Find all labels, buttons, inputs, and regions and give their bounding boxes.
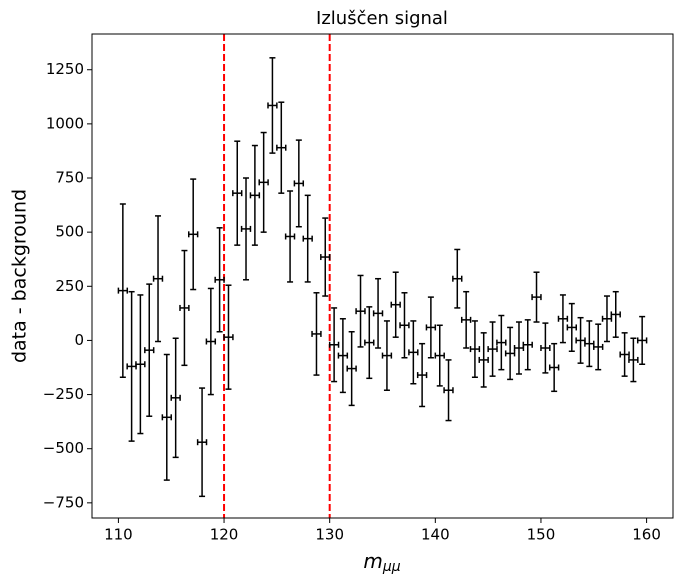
y-tick-label: 1000: [46, 114, 84, 132]
error-bar-point: [196, 387, 208, 498]
error-bar-point: [117, 203, 129, 378]
x-label-main: m: [363, 549, 382, 573]
error-bar-point: [636, 315, 648, 365]
error-bar-point: [460, 290, 472, 349]
error-bar-point: [496, 314, 507, 371]
error-bar-point: [504, 326, 516, 381]
error-bar-point: [311, 292, 322, 376]
y-tick-label: 250: [55, 277, 84, 295]
error-bar-point: [276, 101, 287, 194]
chart-title: Izluščen signal: [316, 8, 448, 29]
error-bar-point: [540, 322, 551, 374]
error-bar-point: [593, 323, 604, 371]
error-bar-point: [601, 295, 613, 343]
x-tick-label: 160: [632, 526, 661, 544]
error-bar-point: [240, 177, 252, 281]
x-tick-label: 130: [315, 526, 344, 544]
x-axis-label: mμμ: [363, 549, 400, 576]
error-bar-point: [469, 320, 481, 378]
error-bar-point: [610, 290, 621, 338]
error-bar-point: [144, 283, 155, 417]
error-bar-point: [364, 306, 375, 380]
error-bar-point: [232, 140, 243, 246]
error-bar-point: [557, 294, 569, 344]
error-bar-point: [249, 144, 261, 246]
error-bar-point: [320, 217, 331, 297]
error-bar-point: [522, 319, 533, 371]
y-tick-label: 750: [55, 169, 84, 187]
error-bar-point: [258, 131, 269, 233]
error-bar-point: [284, 190, 296, 283]
error-bar-point: [337, 318, 349, 394]
error-bar-point: [126, 290, 137, 442]
error-bar-point: [302, 194, 313, 283]
error-bar-point: [170, 337, 181, 459]
error-bar-point: [575, 316, 586, 364]
error-bar-point: [408, 320, 419, 385]
error-bar-point: [487, 321, 498, 377]
y-axis-label: data - background: [9, 189, 31, 363]
x-tick-label: 110: [104, 526, 133, 544]
error-bar-point: [443, 359, 454, 422]
y-tick-label: −250: [43, 385, 84, 403]
y-tick-label: 0: [74, 331, 84, 349]
x-tick-label: 120: [210, 526, 239, 544]
y-tick-label: −500: [43, 439, 84, 457]
error-bar-point: [179, 249, 190, 367]
error-bar-point: [293, 139, 305, 228]
error-bar-point: [619, 332, 630, 377]
x-tick-label: 150: [527, 526, 556, 544]
error-bar-point: [566, 302, 577, 353]
error-bar-point: [425, 296, 437, 359]
error-bar-point: [548, 342, 560, 393]
error-bar-point: [513, 321, 525, 375]
y-tick-label: −750: [43, 493, 84, 511]
y-tick-label: 1250: [46, 60, 84, 78]
error-bar-point: [214, 227, 225, 333]
error-bar-point: [452, 248, 463, 309]
error-bar-point: [161, 353, 172, 481]
error-bar-point: [372, 277, 384, 349]
error-bar-point: [152, 215, 164, 343]
error-bar-point: [223, 284, 234, 390]
error-bar-point: [584, 320, 595, 368]
error-bar-point: [399, 292, 410, 359]
error-bar-point: [434, 324, 445, 387]
y-tick-label: 500: [55, 223, 84, 241]
error-bar-point: [478, 332, 489, 388]
error-bar-point: [355, 274, 366, 348]
error-bar-point: [381, 320, 393, 391]
error-bar-point: [188, 178, 199, 291]
error-bar-point: [628, 337, 639, 383]
error-bar-point: [205, 287, 217, 396]
x-label-sub: μμ: [382, 559, 401, 575]
x-tick-label: 140: [421, 526, 450, 544]
error-bar-point: [416, 342, 428, 408]
error-bar-point: [390, 271, 401, 338]
error-bar-point: [267, 57, 278, 154]
plot-frame: [91, 33, 674, 519]
error-bar-point: [531, 271, 542, 323]
error-bar-point: [328, 307, 340, 383]
error-bar-point: [135, 294, 146, 435]
error-bar-point: [346, 331, 357, 407]
